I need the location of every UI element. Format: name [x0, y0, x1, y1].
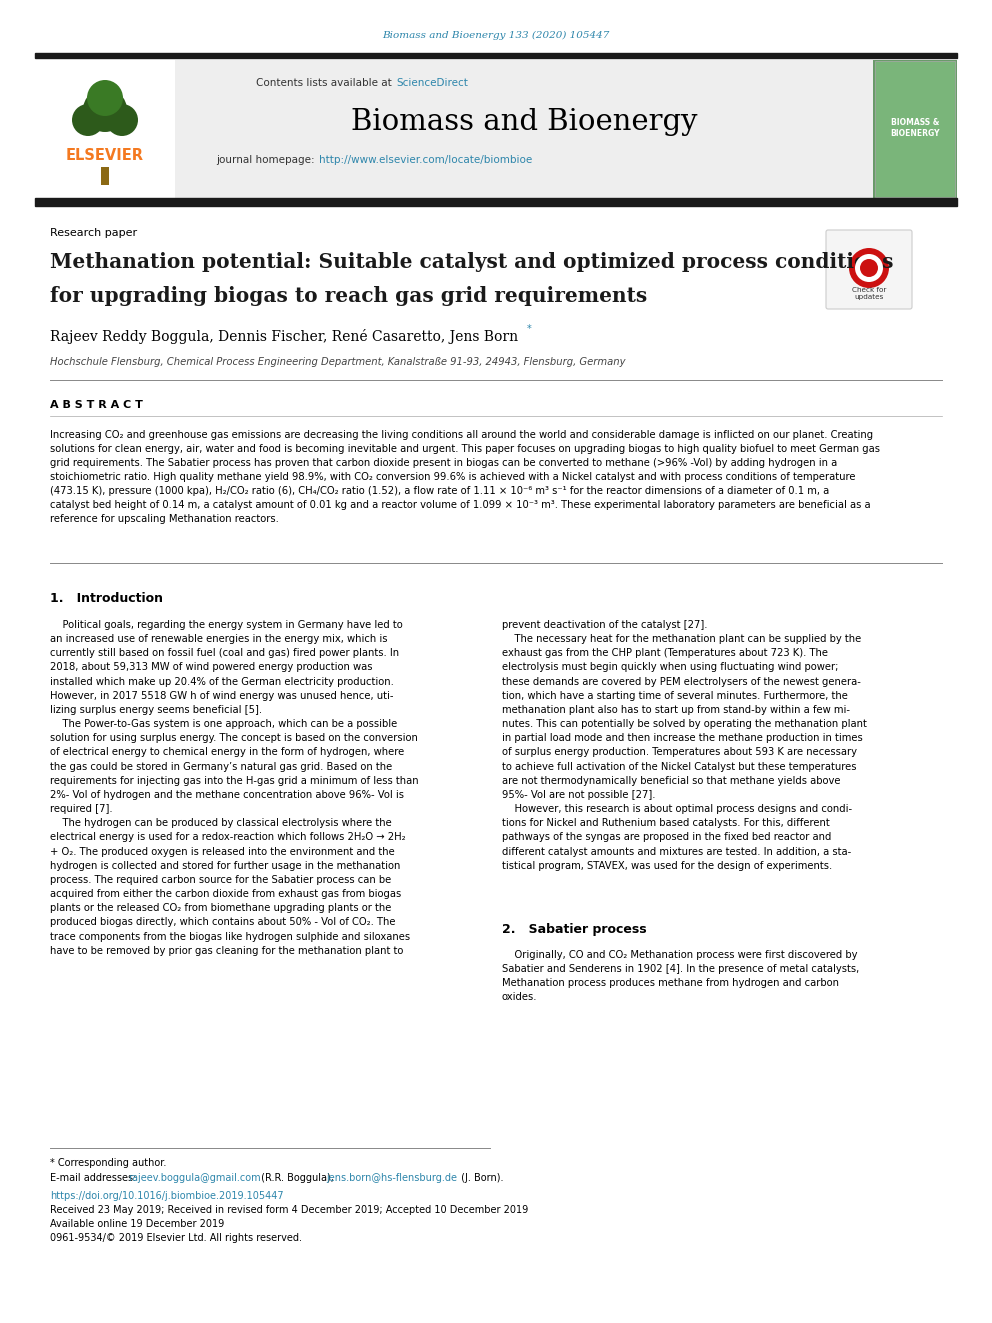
Bar: [35, 198, 957, 206]
Text: Political goals, regarding the energy system in Germany have led to
an increased: Political goals, regarding the energy sy…: [50, 620, 419, 955]
Text: 1.   Introduction: 1. Introduction: [50, 591, 163, 605]
FancyBboxPatch shape: [826, 230, 912, 310]
Text: * Corresponding author.: * Corresponding author.: [50, 1158, 167, 1168]
Circle shape: [72, 105, 104, 136]
Text: jens.born@hs-flensburg.de: jens.born@hs-flensburg.de: [326, 1174, 457, 1183]
Circle shape: [83, 89, 127, 132]
Text: Biomass and Bioenergy 133 (2020) 105447: Biomass and Bioenergy 133 (2020) 105447: [382, 30, 610, 40]
Bar: [873, 60, 957, 200]
Bar: [35, 53, 957, 58]
Text: prevent deactivation of the catalyst [27].
    The necessary heat for the methan: prevent deactivation of the catalyst [27…: [502, 620, 867, 871]
Text: journal homepage:: journal homepage:: [216, 155, 318, 165]
Text: Received 23 May 2019; Received in revised form 4 December 2019; Accepted 10 Dece: Received 23 May 2019; Received in revise…: [50, 1205, 529, 1215]
Circle shape: [855, 254, 883, 282]
Circle shape: [849, 247, 889, 288]
Text: A B S T R A C T: A B S T R A C T: [50, 400, 143, 410]
Text: ScienceDirect: ScienceDirect: [396, 78, 468, 89]
Bar: [875, 61, 955, 197]
Circle shape: [87, 79, 123, 116]
Text: E-mail addresses:: E-mail addresses:: [50, 1174, 140, 1183]
Text: Hochschule Flensburg, Chemical Process Engineering Department, Kanalstraße 91-93: Hochschule Flensburg, Chemical Process E…: [50, 357, 626, 366]
Text: (R.R. Boggula),: (R.R. Boggula),: [258, 1174, 337, 1183]
Text: (J. Born).: (J. Born).: [458, 1174, 504, 1183]
Text: Originally, CO and CO₂ Methanation process were first discovered by
Sabatier and: Originally, CO and CO₂ Methanation proce…: [502, 950, 859, 1003]
Text: Methanation potential: Suitable catalyst and optimized process conditions: Methanation potential: Suitable catalyst…: [50, 251, 894, 273]
Bar: [101, 167, 109, 185]
Text: 2.   Sabatier process: 2. Sabatier process: [502, 923, 647, 937]
Bar: [35, 90, 175, 200]
Bar: [175, 60, 873, 200]
Text: http://www.elsevier.com/locate/biombioe: http://www.elsevier.com/locate/biombioe: [319, 155, 533, 165]
Text: Check for
updates: Check for updates: [852, 287, 886, 300]
Text: 0961-9534/© 2019 Elsevier Ltd. All rights reserved.: 0961-9534/© 2019 Elsevier Ltd. All right…: [50, 1233, 302, 1244]
Text: Rajeev Reddy Boggula, Dennis Fischer, René Casaretto, Jens Born: Rajeev Reddy Boggula, Dennis Fischer, Re…: [50, 328, 518, 344]
Text: Increasing CO₂ and greenhouse gas emissions are decreasing the living conditions: Increasing CO₂ and greenhouse gas emissi…: [50, 430, 880, 524]
Circle shape: [860, 259, 878, 277]
Text: *: *: [527, 324, 532, 333]
Text: ELSEVIER: ELSEVIER: [66, 147, 144, 163]
Text: BIOMASS &
BIOENERGY: BIOMASS & BIOENERGY: [890, 118, 939, 138]
Text: Research paper: Research paper: [50, 228, 137, 238]
Text: https://doi.org/10.1016/j.biombioe.2019.105447: https://doi.org/10.1016/j.biombioe.2019.…: [50, 1191, 284, 1201]
Text: rajeev.boggula@gmail.com: rajeev.boggula@gmail.com: [128, 1174, 261, 1183]
Circle shape: [106, 105, 138, 136]
Text: Contents lists available at: Contents lists available at: [256, 78, 395, 89]
Text: for upgrading biogas to reach gas grid requirements: for upgrading biogas to reach gas grid r…: [50, 286, 647, 306]
Text: Available online 19 December 2019: Available online 19 December 2019: [50, 1218, 224, 1229]
Text: Biomass and Bioenergy: Biomass and Bioenergy: [351, 108, 697, 136]
